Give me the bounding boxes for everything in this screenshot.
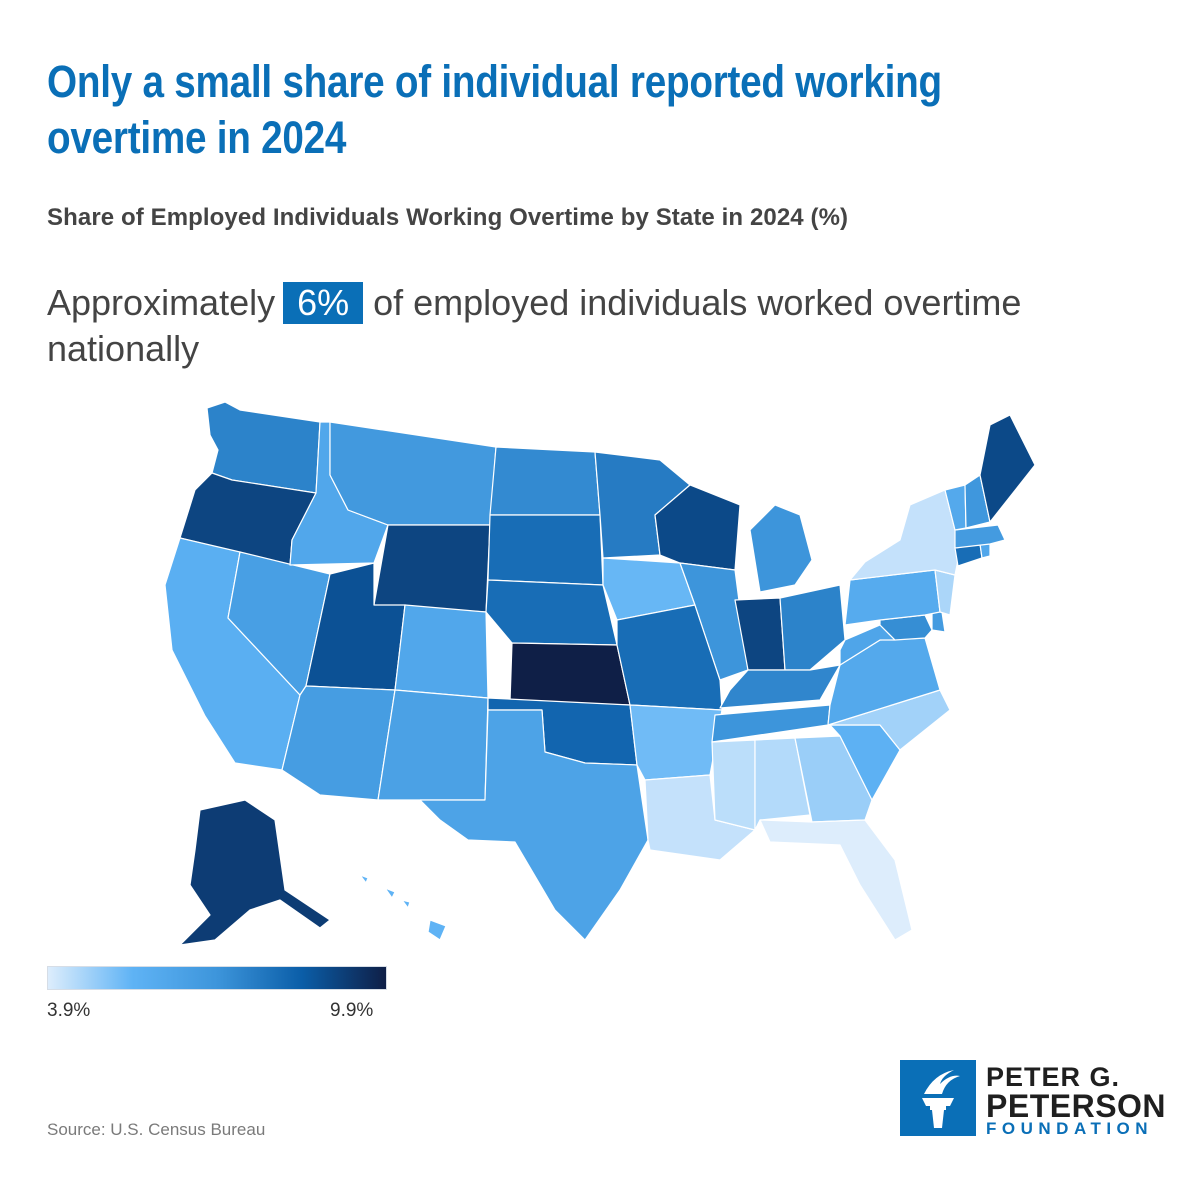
state-mt: MT: 6.7% [329,421,497,526]
callout-prefix: Approximately [47,282,276,323]
state-ny: NY: 4.2% [849,489,961,581]
state-il: IL: 6.9% [679,562,749,681]
state-co: CO: 6% [394,604,489,699]
state-mi: MI: 6.9% [749,504,813,593]
logo-text-line2: PETERSON [986,1088,1167,1124]
torch-icon [900,1060,976,1136]
state-ks: KS: 9.9% [509,642,631,706]
logo-text-line1: PETER G. [986,1062,1121,1092]
state-ak: AK: 9.2% [179,799,331,946]
us-choropleth-map: WA: 7.4%OR: 9%CA: 5.6%NV: 6.4%ID: 6%MT: … [164,401,1036,946]
state-ri: RI: 6% [979,543,991,559]
state-ms: MS: 4.3% [711,739,756,831]
state-ga: GA: 4.7% [794,735,873,823]
peterson-foundation-logo: PETER G. PETERSON FOUNDATION [900,1060,1166,1140]
national-callout: Approximately 6% of employed individuals w… [47,280,1157,372]
chart-title: Only a small share of individual reporte… [47,56,942,163]
state-tn: TN: 6.9% [711,704,831,743]
state-ky: KY: 7.3% [719,664,841,709]
logo-text-line3: FOUNDATION [986,1119,1154,1138]
legend-color-scale [47,966,387,990]
source-note: Source: U.S. Census Bureau [47,1120,266,1139]
state-la: LA: 4.2% [644,774,756,861]
state-oh: OH: 7.4% [779,584,846,671]
state-ar: AR: 5.2% [629,704,723,781]
legend-max-label: 9.9% [330,1000,374,1021]
state-tx: TX: 6.2% [419,709,649,941]
state-nm: NM: 6.3% [377,689,489,801]
legend-min-label: 3.9% [47,1000,91,1021]
chart-subtitle: Share of Employed Individuals Working Ov… [47,204,849,231]
state-ne: NE: 8% [485,579,618,646]
state-al: AL: 4.4% [754,737,811,831]
state-nd: ND: 7.2% [489,446,601,516]
state-hi: HI: 5.4% [359,874,447,941]
callout-suffix: of employed individuals worked overtime … [47,282,1022,369]
state-fl: FL: 3.9% [759,819,913,941]
state-me: ME: 8.9% [979,414,1036,523]
state-wy: WY: 9% [373,524,491,613]
callout-highlight-badge: 6% [283,282,364,324]
state-az: AZ: 6.5% [281,685,396,801]
state-sd: SD: 8% [487,514,604,586]
state-ma: MA: 6.6% [954,524,1006,549]
